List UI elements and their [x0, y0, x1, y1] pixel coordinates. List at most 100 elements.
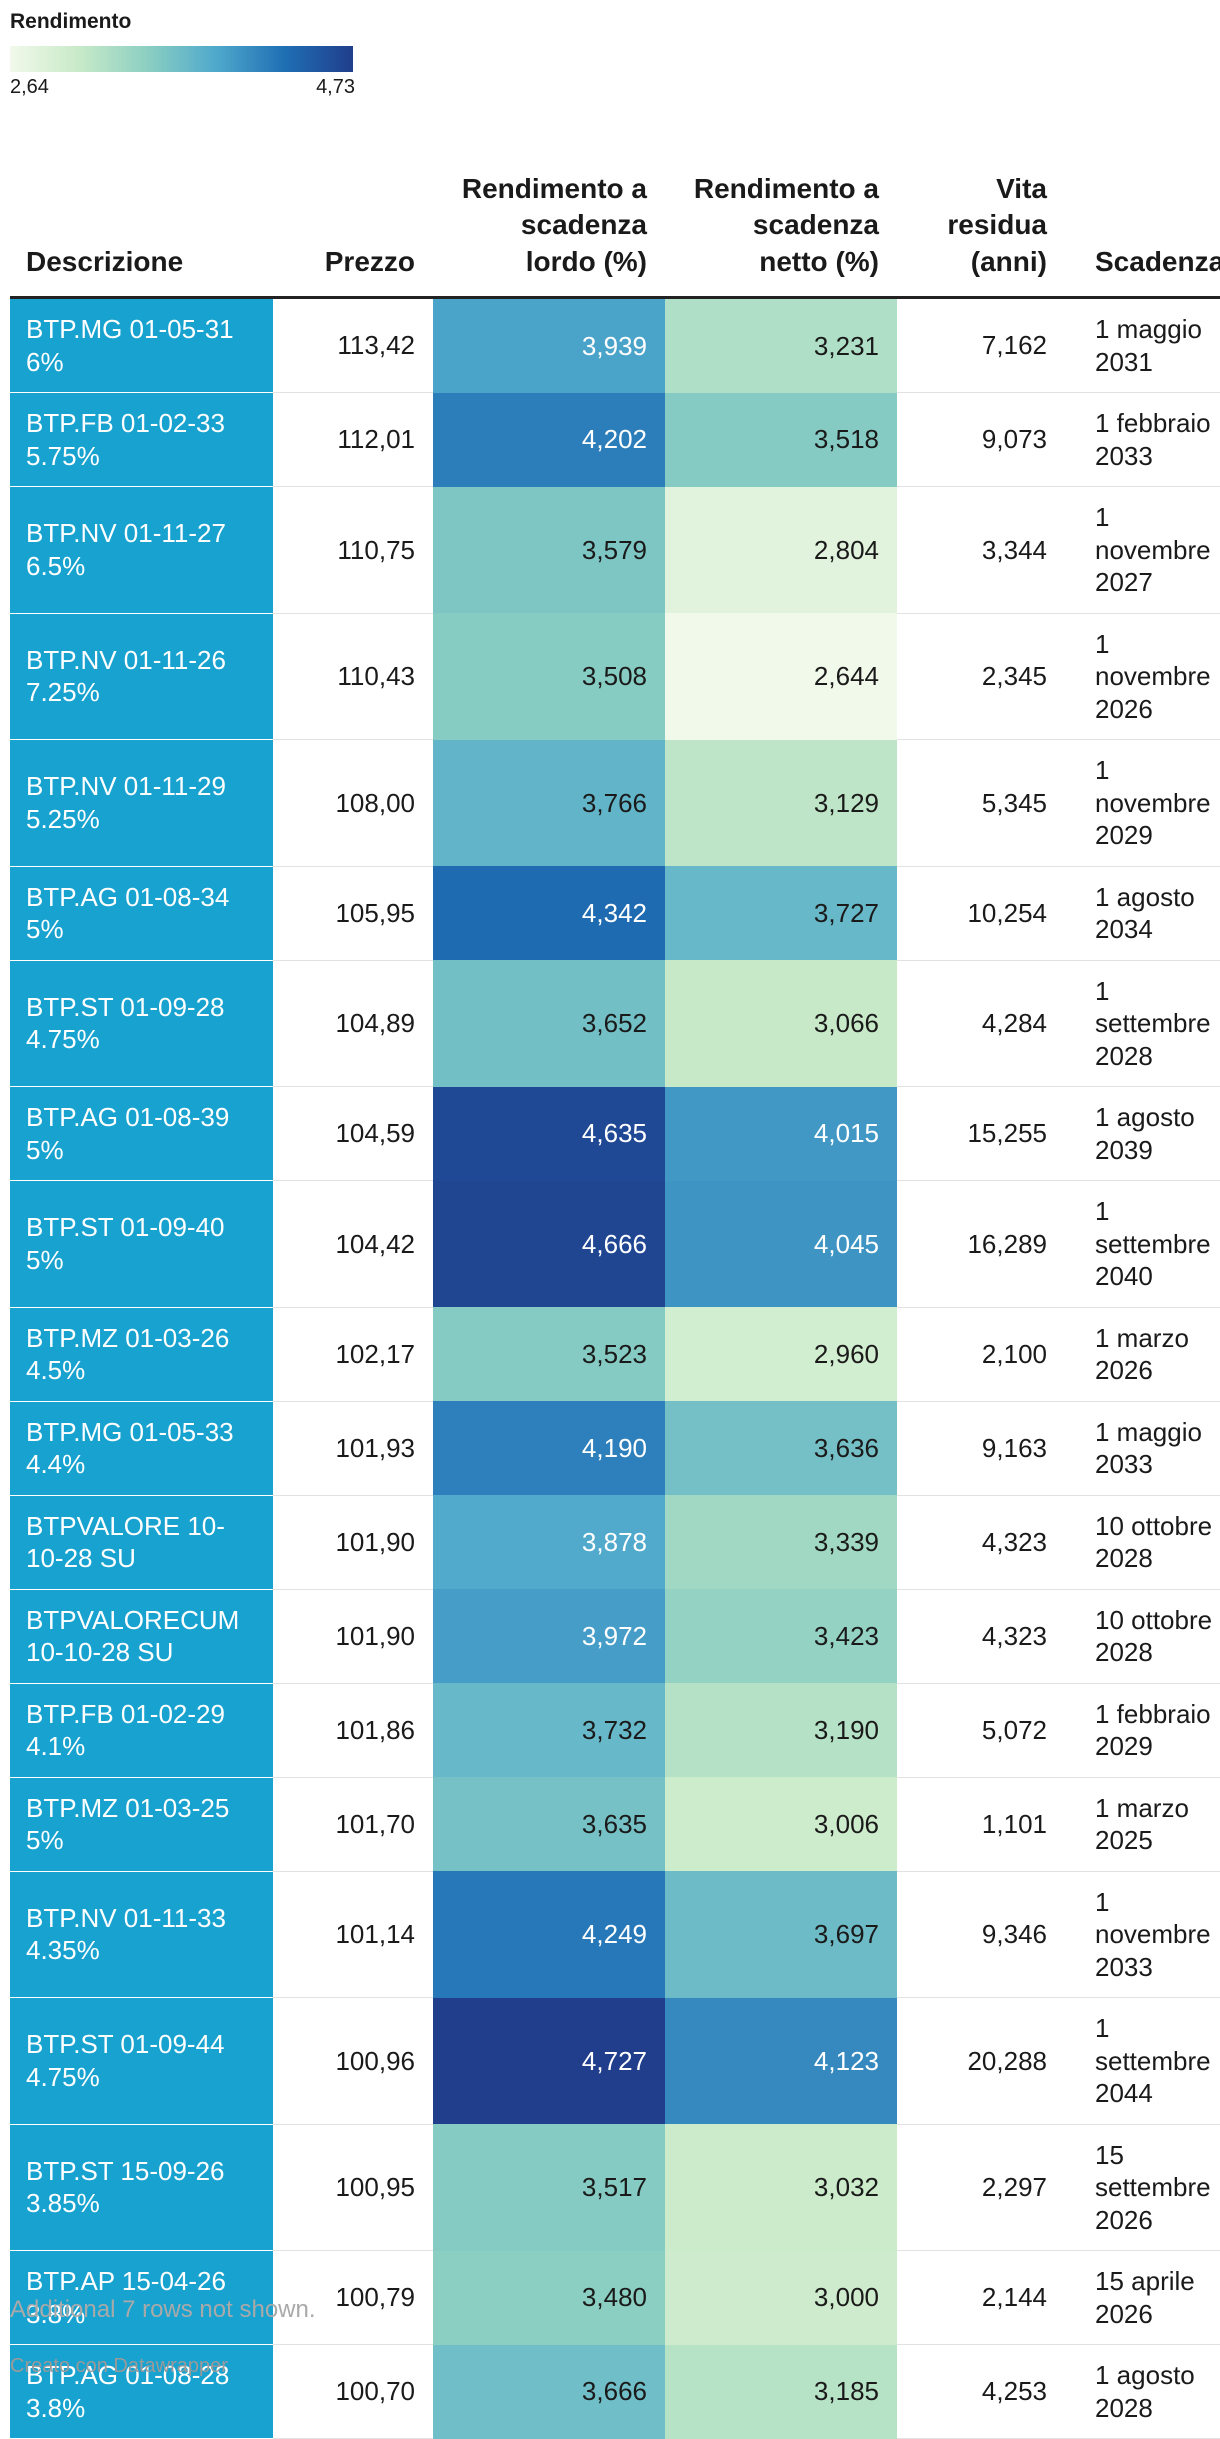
header-rendimento-netto[interactable]: Rendimento a scadenza netto (%) — [665, 150, 897, 299]
cell-descrizione: BTP.MG 01-05-31 6% — [10, 297, 273, 393]
cell-rendimento-lordo: 3,878 — [433, 1495, 665, 1589]
cell-rendimento-netto: 3,006 — [665, 1777, 897, 1871]
cell-prezzo: 101,70 — [273, 1777, 433, 1872]
cell-descrizione: BTP.NV 01-11-26 7.25% — [10, 613, 273, 740]
cell-rendimento-netto: 3,518 — [665, 392, 897, 487]
cell-descrizione: BTP.ST 01-09-28 4.75% — [10, 960, 273, 1087]
table-row: BTP.AG 01-08-39 5% 104,59 4,635 4,015 15,255… — [10, 1086, 1220, 1181]
cell-prezzo: 101,90 — [273, 1495, 433, 1590]
datawrapper-credit: Creato con Datawrapper — [10, 2355, 228, 2377]
cell-vita-residua: 5,072 — [897, 1683, 1065, 1778]
cell-rendimento-netto: 2,960 — [665, 1307, 897, 1401]
cell-prezzo: 101,14 — [273, 1871, 433, 1998]
cell-descrizione: BTP.ST 01-09-44 4.75% — [10, 1997, 273, 2125]
cell-descrizione: BTP.FB 01-02-33 5.75% — [10, 392, 273, 487]
cell-prezzo: 108,00 — [273, 739, 433, 867]
cell-vita-residua: 4,323 — [897, 1589, 1065, 1684]
cell-scadenza: 10 ottobre 2028 — [1065, 1589, 1220, 1684]
cell-rendimento-lordo: 4,727 — [433, 1997, 665, 2124]
bond-yield-table: Descrizione Prezzo Rendimento a scadenza… — [10, 150, 1220, 2439]
cell-scadenza: 1 maggio 2033 — [1065, 1401, 1220, 1496]
cell-vita-residua: 5,345 — [897, 739, 1065, 867]
table-row: BTP.AG 01-08-34 5% 105,95 4,342 3,727 10,254… — [10, 866, 1220, 961]
cell-rendimento-lordo: 3,972 — [433, 1589, 665, 1683]
cell-rendimento-netto: 3,697 — [665, 1871, 897, 1998]
cell-prezzo: 110,75 — [273, 486, 433, 614]
table-row: BTP.MG 01-05-33 4.4% 101,93 4,190 3,636 9,16… — [10, 1401, 1220, 1496]
cell-vita-residua: 9,346 — [897, 1871, 1065, 1998]
header-scadenza[interactable]: Scadenza — [1065, 150, 1220, 299]
cell-vita-residua: 4,323 — [897, 1495, 1065, 1590]
table-row: BTP.NV 01-11-26 7.25% 110,43 3,508 2,644 2,3… — [10, 613, 1220, 740]
table-body: BTP.MG 01-05-31 6% 113,42 3,939 3,231 7,162 1… — [10, 297, 1220, 2439]
legend-gradient-bar — [10, 46, 353, 72]
cell-descrizione: BTP.NV 01-11-29 5.25% — [10, 739, 273, 867]
cell-vita-residua: 7,162 — [897, 297, 1065, 393]
cell-rendimento-lordo: 3,635 — [433, 1777, 665, 1871]
cell-rendimento-netto: 3,231 — [665, 297, 897, 393]
cell-rendimento-lordo: 3,939 — [433, 297, 665, 393]
header-descrizione[interactable]: Descrizione — [10, 150, 273, 299]
cell-prezzo: 100,95 — [273, 2124, 433, 2251]
cell-scadenza: 1 settembre 2044 — [1065, 1997, 1220, 2125]
cell-descrizione: BTP.NV 01-11-33 4.35% — [10, 1871, 273, 1998]
cell-rendimento-lordo: 3,517 — [433, 2124, 665, 2251]
table-row: BTP.FB 01-02-33 5.75% 112,01 4,202 3,518 9,0… — [10, 392, 1220, 487]
header-rendimento-lordo[interactable]: Rendimento a scadenza lordo (%) — [433, 150, 665, 299]
cell-prezzo: 104,89 — [273, 960, 433, 1087]
cell-vita-residua: 1,101 — [897, 1777, 1065, 1872]
table-row: BTP.MZ 01-03-26 4.5% 102,17 3,523 2,960 2,10… — [10, 1307, 1220, 1402]
cell-descrizione: BTP.ST 15-09-26 3.85% — [10, 2124, 273, 2251]
legend-max-label: 4,73 — [316, 76, 355, 98]
cell-vita-residua: 2,144 — [897, 2250, 1065, 2345]
cell-rendimento-netto: 3,032 — [665, 2124, 897, 2251]
cell-prezzo: 113,42 — [273, 297, 433, 393]
table-row: BTP.MG 01-05-31 6% 113,42 3,939 3,231 7,162 1… — [10, 297, 1220, 393]
cell-vita-residua: 2,297 — [897, 2124, 1065, 2251]
cell-scadenza: 1 febbraio 2029 — [1065, 1683, 1220, 1778]
table-row: BTPVALORECUM 10-10-28 SU 101,90 3,972 3,423… — [10, 1589, 1220, 1684]
cell-rendimento-netto: 2,644 — [665, 613, 897, 740]
cell-prezzo: 100,96 — [273, 1997, 433, 2125]
cell-descrizione: BTP.AG 01-08-34 5% — [10, 866, 273, 961]
cell-rendimento-netto: 3,636 — [665, 1401, 897, 1495]
table-row: BTP.AP 15-04-26 3.8% 100,79 3,480 3,000 2,14… — [10, 2250, 1220, 2345]
header-prezzo[interactable]: Prezzo — [273, 150, 433, 299]
cell-vita-residua: 4,284 — [897, 960, 1065, 1087]
cell-scadenza: 1 novembre 2033 — [1065, 1871, 1220, 1998]
cell-rendimento-lordo: 4,342 — [433, 866, 665, 960]
cell-rendimento-lordo: 3,508 — [433, 613, 665, 740]
cell-scadenza: 1 agosto 2039 — [1065, 1086, 1220, 1181]
legend-min-label: 2,64 — [10, 76, 49, 98]
cell-vita-residua: 9,073 — [897, 392, 1065, 487]
cell-prezzo: 101,86 — [273, 1683, 433, 1778]
cell-descrizione: BTP.MZ 01-03-25 5% — [10, 1777, 273, 1872]
cell-vita-residua: 2,100 — [897, 1307, 1065, 1402]
cell-rendimento-netto: 3,066 — [665, 960, 897, 1087]
table-row: BTP.ST 01-09-44 4.75% 100,96 4,727 4,123 20,… — [10, 1997, 1220, 2125]
cell-vita-residua: 3,344 — [897, 486, 1065, 614]
cell-scadenza: 1 novembre 2029 — [1065, 739, 1220, 867]
cell-prezzo: 102,17 — [273, 1307, 433, 1402]
table-row: BTPVALORE 10-10-28 SU 101,90 3,878 3,339 4,3… — [10, 1495, 1220, 1590]
cell-rendimento-netto: 4,123 — [665, 1997, 897, 2124]
legend-labels: 2,64 4,73 — [10, 76, 355, 102]
header-vita-residua[interactable]: Vita residua (anni) — [897, 150, 1065, 299]
cell-rendimento-netto: 4,015 — [665, 1086, 897, 1181]
table-row: BTP.NV 01-11-29 5.25% 108,00 3,766 3,129 5,3… — [10, 739, 1220, 867]
cell-scadenza: 1 agosto 2028 — [1065, 2344, 1220, 2439]
cell-rendimento-netto: 4,045 — [665, 1180, 897, 1307]
cell-prezzo: 101,90 — [273, 1589, 433, 1684]
cell-scadenza: 10 ottobre 2028 — [1065, 1495, 1220, 1590]
cell-descrizione: BTP.AP 15-04-26 3.8% — [10, 2250, 273, 2345]
cell-vita-residua: 2,345 — [897, 613, 1065, 740]
table-row: BTP.NV 01-11-27 6.5% 110,75 3,579 2,804 3,34… — [10, 486, 1220, 614]
cell-rendimento-lordo: 4,202 — [433, 392, 665, 487]
color-legend: Rendimento 2,64 4,73 — [10, 10, 355, 102]
cell-prezzo: 105,95 — [273, 866, 433, 961]
cell-vita-residua: 9,163 — [897, 1401, 1065, 1496]
cell-scadenza: 1 settembre 2040 — [1065, 1180, 1220, 1308]
cell-rendimento-lordo: 3,579 — [433, 486, 665, 613]
cell-scadenza: 1 febbraio 2033 — [1065, 392, 1220, 487]
cell-rendimento-netto: 3,339 — [665, 1495, 897, 1589]
